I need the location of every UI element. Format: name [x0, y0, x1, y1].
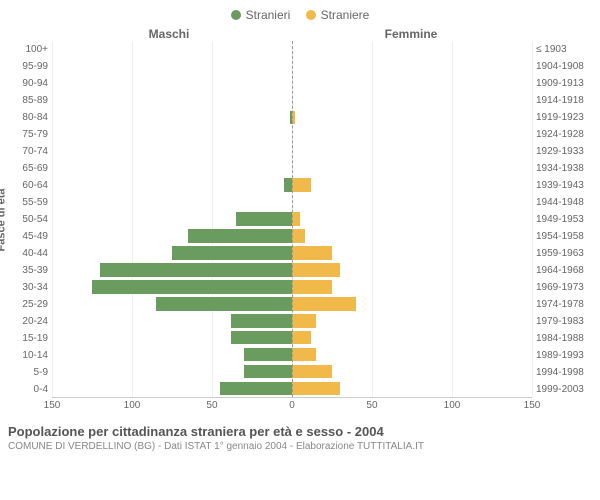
- bar-male: [156, 297, 292, 311]
- bar-female: [292, 382, 340, 396]
- header-right: Femmine: [290, 27, 592, 41]
- age-label: 0-4: [8, 381, 48, 398]
- bar-male: [284, 178, 292, 192]
- swatch-female: [306, 10, 316, 20]
- birth-year-label: 1919-1923: [536, 109, 592, 126]
- bar-male: [231, 331, 292, 345]
- bar-female: [292, 348, 316, 362]
- age-label: 70-74: [8, 143, 48, 160]
- birth-year-label: 1949-1953: [536, 211, 592, 228]
- header-left: Maschi: [8, 27, 290, 41]
- bar-male: [231, 314, 292, 328]
- bar-female: [292, 297, 356, 311]
- column-headers: Maschi Femmine: [8, 27, 592, 41]
- legend-male-label: Stranieri: [246, 8, 291, 22]
- age-label: 20-24: [8, 313, 48, 330]
- birth-year-label: 1954-1958: [536, 228, 592, 245]
- x-tick-label: 50: [366, 400, 377, 411]
- age-label: 30-34: [8, 279, 48, 296]
- age-label: 40-44: [8, 245, 48, 262]
- x-tick-label: 150: [44, 400, 61, 411]
- bar-female: [292, 280, 332, 294]
- bar-male: [188, 229, 292, 243]
- bar-female: [292, 178, 311, 192]
- age-label: 50-54: [8, 211, 48, 228]
- birth-year-label: 1984-1988: [536, 330, 592, 347]
- x-tick-label: 0: [289, 400, 295, 411]
- age-label: 25-29: [8, 296, 48, 313]
- x-tick-label: 50: [206, 400, 217, 411]
- y-axis-left: 100+95-9990-9485-8980-8475-7970-7465-696…: [8, 41, 52, 398]
- chart-title: Popolazione per cittadinanza straniera p…: [8, 424, 592, 439]
- x-axis: 150 100 50 0 50 100 150: [8, 400, 592, 414]
- centerline: [292, 41, 293, 397]
- bar-female: [292, 314, 316, 328]
- x-axis-ticks: 15010050050100150: [52, 400, 532, 414]
- birth-year-label: 1969-1973: [536, 279, 592, 296]
- birth-year-label: 1964-1968: [536, 262, 592, 279]
- age-label: 90-94: [8, 75, 48, 92]
- legend-female: Straniere: [306, 8, 370, 22]
- bar-female: [292, 331, 311, 345]
- bar-male: [100, 263, 292, 277]
- age-label: 65-69: [8, 160, 48, 177]
- bar-female: [292, 263, 340, 277]
- bar-female: [292, 212, 300, 226]
- age-label: 100+: [8, 41, 48, 58]
- bar-male: [244, 348, 292, 362]
- age-label: 5-9: [8, 364, 48, 381]
- bar-female: [292, 246, 332, 260]
- legend-male: Stranieri: [231, 8, 291, 22]
- birth-year-label: ≤ 1903: [536, 41, 592, 58]
- plot: [52, 41, 532, 398]
- gridline: [532, 41, 533, 397]
- age-label: 35-39: [8, 262, 48, 279]
- age-label: 75-79: [8, 126, 48, 143]
- swatch-male: [231, 10, 241, 20]
- birth-year-label: 1994-1998: [536, 364, 592, 381]
- age-label: 80-84: [8, 109, 48, 126]
- birth-year-label: 1989-1993: [536, 347, 592, 364]
- age-label: 55-59: [8, 194, 48, 211]
- bar-male: [172, 246, 292, 260]
- birth-year-label: 1904-1908: [536, 58, 592, 75]
- y-axis-title-left: Fasce di età: [0, 188, 7, 251]
- birth-year-label: 1979-1983: [536, 313, 592, 330]
- birth-year-label: 1974-1978: [536, 296, 592, 313]
- age-label: 95-99: [8, 58, 48, 75]
- x-tick-label: 150: [524, 400, 541, 411]
- age-label: 45-49: [8, 228, 48, 245]
- bar-male: [92, 280, 292, 294]
- birth-year-label: 1909-1913: [536, 75, 592, 92]
- age-label: 15-19: [8, 330, 48, 347]
- bar-female: [292, 365, 332, 379]
- birth-year-label: 1999-2003: [536, 381, 592, 398]
- bar-male: [220, 382, 292, 396]
- legend-female-label: Straniere: [321, 8, 370, 22]
- birth-year-label: 1914-1918: [536, 92, 592, 109]
- birth-year-label: 1959-1963: [536, 245, 592, 262]
- bar-female: [292, 229, 305, 243]
- birth-year-label: 1924-1928: [536, 126, 592, 143]
- chart-area: Fasce di età Anni di nascita 100+95-9990…: [8, 41, 592, 398]
- birth-year-label: 1929-1933: [536, 143, 592, 160]
- y-axis-right: ≤ 19031904-19081909-19131914-19181919-19…: [532, 41, 592, 398]
- bar-male: [236, 212, 292, 226]
- x-tick-label: 100: [124, 400, 141, 411]
- bar-male: [244, 365, 292, 379]
- age-label: 10-14: [8, 347, 48, 364]
- chart-subtitle: COMUNE DI VERDELLINO (BG) - Dati ISTAT 1…: [8, 441, 592, 452]
- birth-year-label: 1944-1948: [536, 194, 592, 211]
- age-label: 60-64: [8, 177, 48, 194]
- x-tick-label: 100: [444, 400, 461, 411]
- birth-year-label: 1934-1938: [536, 160, 592, 177]
- legend: Stranieri Straniere: [8, 8, 592, 23]
- birth-year-label: 1939-1943: [536, 177, 592, 194]
- age-label: 85-89: [8, 92, 48, 109]
